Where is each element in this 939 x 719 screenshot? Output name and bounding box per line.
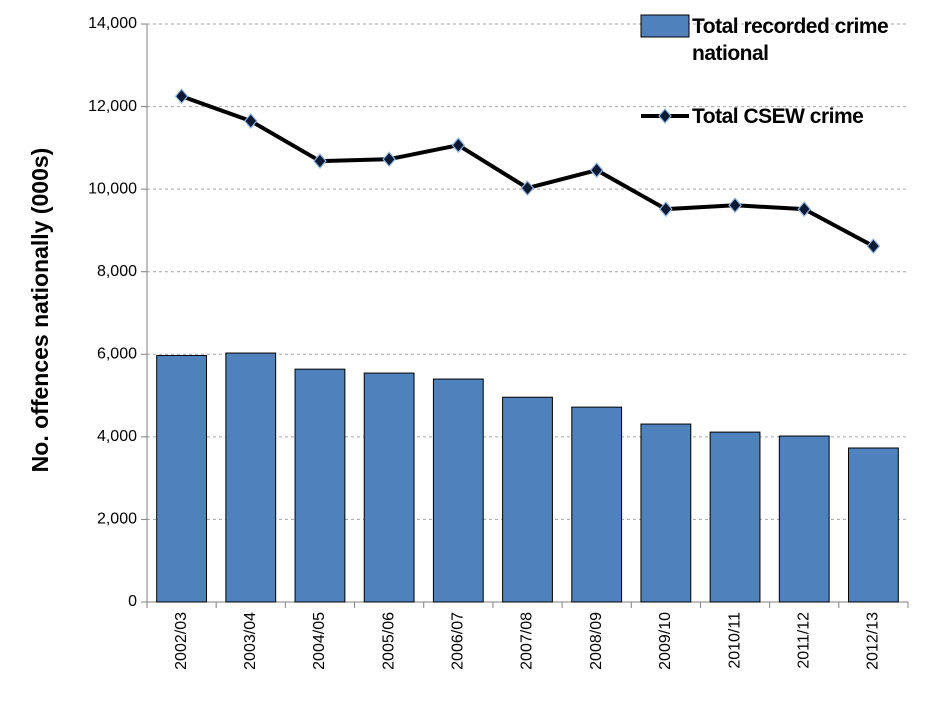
bar xyxy=(571,406,623,603)
marker xyxy=(728,197,742,214)
marker xyxy=(797,201,812,218)
x-tick-label: 2012/13 xyxy=(865,612,882,670)
y-tick-label: 14,000 xyxy=(88,15,137,32)
y-tick-label: 6,000 xyxy=(97,346,137,363)
x-tick-label: 2002/03 xyxy=(173,612,190,670)
y-tick-label: 4,000 xyxy=(97,428,137,445)
legend-marker xyxy=(658,108,672,124)
x-tick-label: 2010/11 xyxy=(726,612,743,669)
marker xyxy=(382,151,396,168)
y-tick-label: 2,000 xyxy=(97,511,137,528)
bar xyxy=(225,352,277,603)
marker xyxy=(313,153,327,169)
x-tick-label: 2004/05 xyxy=(311,612,328,670)
marker xyxy=(589,162,604,179)
bar xyxy=(294,368,346,603)
marker xyxy=(451,137,466,154)
x-tick-label: 2009/10 xyxy=(657,612,674,670)
legend-label: Total recorded crime national xyxy=(692,15,889,65)
bar xyxy=(778,435,830,603)
x-tick-label: 2008/09 xyxy=(588,612,605,670)
y-tick-label: 8,000 xyxy=(97,263,137,280)
marker xyxy=(174,88,189,105)
x-tick-label: 2003/04 xyxy=(242,612,259,670)
legend-swatch xyxy=(640,14,690,38)
bar xyxy=(363,372,415,603)
y-tick-label: 12,000 xyxy=(88,98,137,115)
marker xyxy=(243,113,258,129)
bar xyxy=(848,447,899,603)
marker xyxy=(520,180,535,197)
x-tick-label: 2006/07 xyxy=(450,612,467,670)
bar xyxy=(432,378,484,603)
y-tick-label: 0 xyxy=(128,593,137,610)
y-axis-label: No. offences nationally (000s) xyxy=(27,148,53,473)
marker xyxy=(659,201,673,218)
y-tick-label: 10,000 xyxy=(88,180,137,197)
x-tick-label: 2007/08 xyxy=(519,612,536,670)
x-tick-label: 2005/06 xyxy=(380,612,397,670)
marker xyxy=(866,238,881,255)
legend-label: Total CSEW crime xyxy=(692,105,864,128)
bar xyxy=(709,431,761,603)
bar xyxy=(502,396,553,603)
x-tick-label: 2011/12 xyxy=(795,612,812,669)
bar xyxy=(156,355,207,603)
bar xyxy=(640,423,692,603)
